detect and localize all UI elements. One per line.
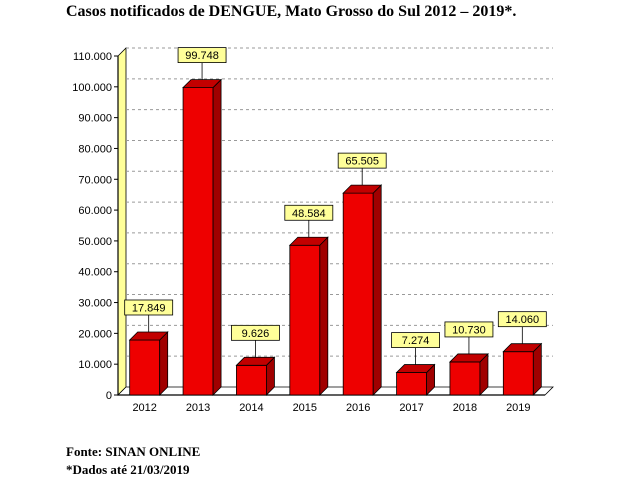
bar-top bbox=[342, 184, 383, 194]
data-label-box bbox=[231, 324, 280, 341]
x-tick-label: 2016 bbox=[346, 402, 370, 414]
source-note: Fonte: SINAN ONLINE bbox=[66, 444, 201, 459]
bar-front bbox=[502, 351, 534, 396]
y-tick-label: 50.000 bbox=[78, 236, 112, 248]
x-tick-labels: 2012 2013 2014 2015 2016 2017 2018 2019 bbox=[132, 402, 530, 414]
y-tick-label: 40.000 bbox=[78, 267, 112, 279]
bar-2013 bbox=[182, 78, 223, 396]
bar-side bbox=[159, 331, 169, 396]
data-label: 65.505 bbox=[345, 156, 379, 168]
y-tick-label: 80.000 bbox=[78, 143, 112, 155]
y-tick-label: 100.000 bbox=[72, 82, 112, 94]
chart-title: Casos notificados de DENGUE, Mato Grosso… bbox=[66, 3, 517, 20]
bar-2017 bbox=[395, 363, 436, 396]
bar-front bbox=[396, 372, 427, 396]
data-label-box bbox=[444, 321, 494, 338]
bar-2016 bbox=[342, 184, 383, 396]
bar-2019 bbox=[502, 342, 543, 396]
bar-side bbox=[212, 78, 222, 396]
x-tick-label: 2019 bbox=[506, 402, 530, 414]
bar-front bbox=[342, 192, 374, 396]
bar-2015 bbox=[288, 236, 329, 396]
data-label: 14.060 bbox=[505, 314, 539, 326]
bar-top bbox=[128, 331, 169, 341]
bar-top bbox=[288, 236, 329, 246]
x-tick-label: 2018 bbox=[453, 402, 477, 414]
y-tick-label: 20.000 bbox=[78, 328, 112, 340]
y-tick-label: 60.000 bbox=[78, 205, 112, 217]
bar-top bbox=[448, 353, 489, 363]
x-tick-label: 2012 bbox=[132, 402, 156, 414]
y-tick-label: 10.000 bbox=[78, 359, 112, 371]
y-tick-label: 0 bbox=[106, 390, 112, 402]
bar-side bbox=[532, 342, 542, 396]
bar-2012 bbox=[128, 331, 169, 396]
data-label-box bbox=[497, 311, 547, 328]
bar-front bbox=[289, 244, 321, 396]
data-label: 9.626 bbox=[242, 328, 270, 340]
grid-lines bbox=[126, 47, 553, 357]
x-tick-label: 2014 bbox=[239, 402, 263, 414]
bar-2014 bbox=[235, 356, 276, 396]
bar-top bbox=[182, 79, 223, 88]
data-label-box bbox=[124, 299, 174, 316]
bar-top bbox=[502, 343, 543, 353]
data-label-box bbox=[284, 204, 334, 221]
y-tick-label: 90.000 bbox=[78, 113, 112, 125]
bar-front bbox=[182, 87, 214, 396]
bar-side bbox=[319, 236, 329, 396]
data-label: 48.584 bbox=[292, 208, 326, 220]
bar-front bbox=[236, 364, 267, 396]
date-note: *Dados até 21/03/2019 bbox=[66, 462, 190, 477]
bar-front bbox=[129, 339, 161, 396]
bar-2018 bbox=[448, 352, 489, 396]
x-tick-label: 2015 bbox=[293, 402, 317, 414]
data-label-box bbox=[177, 47, 227, 63]
data-label-box bbox=[391, 332, 440, 348]
bar-side bbox=[372, 184, 382, 396]
x-tick-label: 2017 bbox=[399, 402, 423, 414]
data-label: 17.849 bbox=[132, 302, 166, 314]
data-label: 10.730 bbox=[452, 324, 486, 336]
bars bbox=[128, 78, 543, 396]
bar-chart: 0 10.000 20.000 30.000 40.000 50.000 60.000 70.… bbox=[72, 47, 554, 414]
data-label: 99.748 bbox=[185, 50, 219, 62]
y-tick-labels: 0 10.000 20.000 30.000 40.000 50.000 60.000 70.… bbox=[72, 51, 112, 402]
y-tick-label: 30.000 bbox=[78, 298, 112, 310]
bar-front bbox=[449, 361, 481, 396]
y-tick-label: 70.000 bbox=[78, 174, 112, 186]
y-tick-label: 110.000 bbox=[73, 51, 112, 63]
bar-top bbox=[235, 356, 276, 366]
data-labels: 17.849 99.748 9.626 48.584 65.505 7.274 10.730… bbox=[124, 47, 547, 365]
data-label-box bbox=[337, 152, 387, 169]
data-label: 7.274 bbox=[402, 335, 430, 347]
plot-left-wall bbox=[117, 47, 127, 396]
bar-top bbox=[395, 364, 436, 373]
axes bbox=[114, 55, 545, 396]
x-tick-label: 2013 bbox=[186, 402, 210, 414]
plot-background bbox=[117, 47, 554, 396]
